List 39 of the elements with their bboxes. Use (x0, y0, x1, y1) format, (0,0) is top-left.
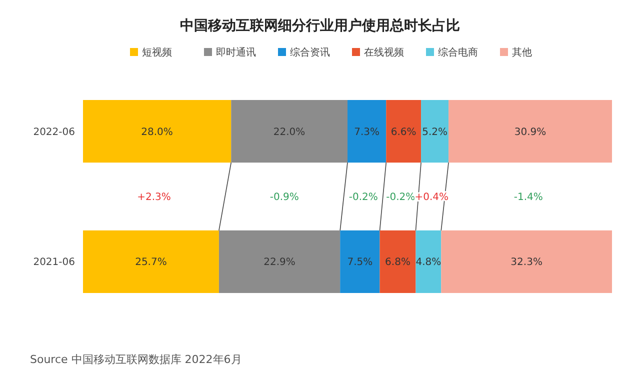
bar (340, 230, 380, 293)
legend-label: 综合电商 (438, 46, 478, 58)
data-label: 6.6% (390, 126, 416, 138)
data-label: 25.7% (135, 257, 167, 268)
legend-label: 综合资讯 (290, 46, 330, 58)
legend-label: 在线视频 (364, 46, 404, 58)
data-label: 5.2% (422, 126, 448, 138)
legend-label: 短视频 (142, 46, 172, 58)
data-label: 6.8% (385, 257, 410, 268)
annotation: -0.9% (270, 192, 299, 203)
bar (83, 100, 232, 163)
annotation: -0.2% (386, 192, 416, 203)
annotation: -0.2% (348, 192, 378, 203)
legend-label: 即时通讯 (216, 46, 256, 58)
data-label: 22.0% (273, 126, 306, 138)
data-label: 7.3% (354, 126, 380, 138)
bar (416, 230, 442, 293)
bar (218, 230, 340, 293)
annotation: -1.4% (514, 192, 543, 203)
bar (386, 100, 422, 163)
bar (380, 230, 416, 293)
data-label: 22.9% (264, 257, 296, 268)
legend-label: 其他 (512, 46, 532, 58)
bar (348, 100, 386, 163)
bar (441, 230, 612, 293)
bar (421, 100, 449, 163)
annotation: +2.3% (137, 192, 171, 203)
data-label: 28.0% (141, 126, 173, 138)
bar (83, 230, 219, 293)
data-label: 32.3% (510, 257, 542, 268)
data-label: 7.5% (347, 257, 373, 268)
chart-title: 中国移动互联网细分行业用户使用总时长占比 (180, 17, 460, 34)
data-label: 30.9% (514, 126, 546, 138)
bar (448, 100, 612, 163)
y-tick-label: 2021-06 (33, 257, 75, 268)
y-tick-label: 2022-06 (33, 126, 75, 138)
data-label: 4.8% (416, 257, 442, 268)
bar (231, 100, 348, 163)
source-note: Source 中国移动互联网数据库 2022年6月 (30, 353, 242, 366)
